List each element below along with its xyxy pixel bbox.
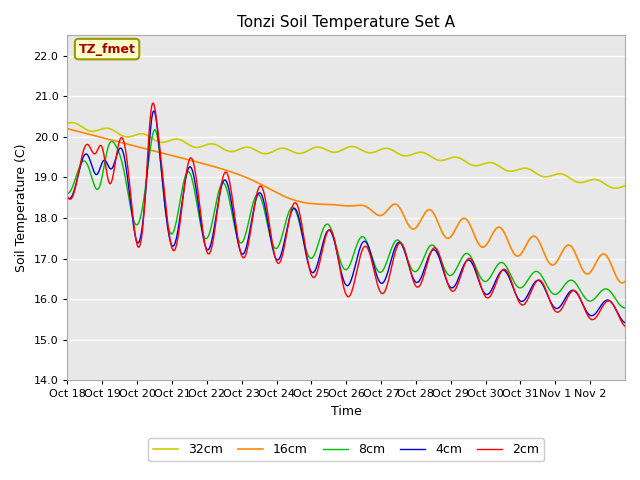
Line: 16cm: 16cm	[67, 129, 625, 283]
Title: Tonzi Soil Temperature Set A: Tonzi Soil Temperature Set A	[237, 15, 455, 30]
16cm	[404, 221, 412, 227]
4cm	[129, 219, 137, 225]
2cm	[621, 324, 629, 329]
2cm	[149, 100, 157, 106]
32cm	[63, 120, 71, 126]
Legend: 32cm, 16cm, 8cm, 4cm, 2cm: 32cm, 16cm, 8cm, 4cm, 2cm	[148, 438, 544, 461]
16cm	[259, 182, 267, 188]
Line: 32cm: 32cm	[67, 122, 625, 188]
8cm	[436, 253, 444, 259]
2cm	[232, 224, 240, 229]
32cm	[68, 120, 76, 125]
32cm	[404, 153, 412, 158]
16cm	[618, 280, 626, 286]
8cm	[63, 191, 71, 196]
4cm	[232, 229, 240, 235]
2cm	[281, 241, 289, 247]
2cm	[260, 189, 268, 195]
X-axis label: Time: Time	[331, 405, 362, 418]
16cm	[129, 143, 137, 148]
4cm	[150, 108, 158, 114]
4cm	[260, 198, 268, 204]
4cm	[436, 256, 444, 262]
16cm	[280, 193, 288, 199]
Text: TZ_fmet: TZ_fmet	[79, 43, 136, 56]
2cm	[63, 193, 71, 199]
32cm	[130, 133, 138, 139]
Line: 4cm: 4cm	[67, 111, 625, 323]
Line: 8cm: 8cm	[67, 130, 625, 308]
2cm	[129, 213, 137, 218]
8cm	[621, 305, 629, 311]
8cm	[232, 230, 240, 236]
2cm	[436, 252, 444, 258]
Line: 2cm: 2cm	[67, 103, 625, 326]
8cm	[129, 215, 137, 220]
Y-axis label: Soil Temperature (C): Soil Temperature (C)	[15, 144, 28, 272]
32cm	[436, 157, 444, 163]
8cm	[260, 204, 268, 210]
16cm	[435, 222, 443, 228]
32cm	[621, 183, 629, 189]
32cm	[612, 185, 620, 191]
32cm	[281, 145, 289, 151]
4cm	[63, 194, 71, 200]
8cm	[404, 259, 412, 264]
16cm	[232, 170, 239, 176]
4cm	[621, 320, 629, 325]
4cm	[281, 237, 289, 242]
8cm	[281, 223, 289, 228]
4cm	[404, 261, 412, 266]
2cm	[404, 260, 412, 266]
8cm	[151, 127, 159, 132]
16cm	[621, 278, 629, 284]
32cm	[232, 148, 240, 154]
16cm	[63, 126, 71, 132]
32cm	[260, 151, 268, 156]
